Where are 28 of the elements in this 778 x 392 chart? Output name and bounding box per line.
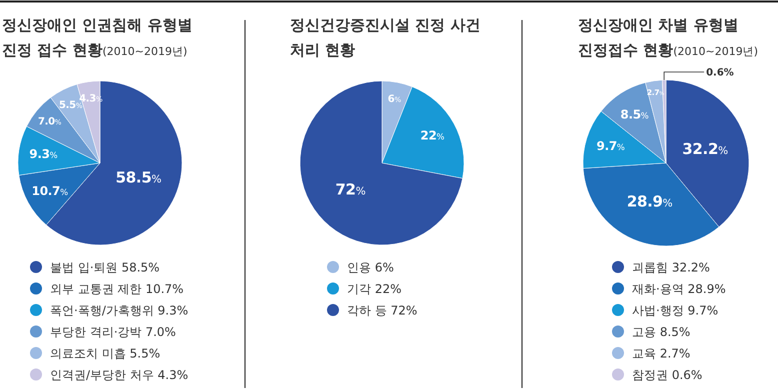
legend-label: 폭언·폭행/가혹행위 9.3% — [50, 304, 188, 318]
chart-title: 정신건강증진시설 진정 사건 처리 현황 — [290, 16, 480, 59]
data-label: 32.2% — [682, 140, 728, 158]
chart-title: 정신장애인 인권침해 유형별 진정 접수 현황(2010~2019년) — [2, 16, 192, 59]
legend-label: 인격권/부당한 처우 4.3% — [50, 368, 188, 382]
legend-label: 각하 등 72% — [347, 304, 418, 318]
legend-label: 참정권 0.6% — [632, 368, 702, 382]
legend-label: 외부 교통권 제한 10.7% — [50, 282, 184, 296]
legend-label: 불법 입·퇴원 58.5% — [50, 260, 160, 274]
data-label: 0.6% — [706, 68, 734, 79]
data-label: 10.7% — [32, 184, 68, 198]
legend-label: 괴롭힘 32.2% — [632, 260, 710, 274]
data-label: 8.5% — [620, 107, 649, 122]
legend-label: 재화·용역 28.9% — [632, 282, 726, 296]
data-label: 72% — [335, 180, 366, 198]
legend-label: 사법·행정 9.7% — [632, 304, 718, 318]
data-label: 9.7% — [596, 138, 625, 153]
data-label: 58.5% — [116, 168, 162, 187]
legend-label: 고용 8.5% — [632, 325, 690, 339]
data-label: 9.3% — [29, 147, 58, 162]
chart-title: 정신장애인 차별 유형별 진정접수 현황(2010~2019년) — [578, 16, 758, 59]
data-label: 22% — [420, 128, 445, 143]
legend-label: 부당한 격리·강박 7.0% — [50, 325, 176, 339]
legend-label: 기각 22% — [347, 282, 402, 296]
data-label: 28.9% — [626, 192, 673, 210]
legend-label: 인용 6% — [347, 260, 394, 274]
legend-label: 교육 2.7% — [632, 346, 690, 360]
legend-label: 의료조치 미흡 5.5% — [50, 346, 160, 360]
